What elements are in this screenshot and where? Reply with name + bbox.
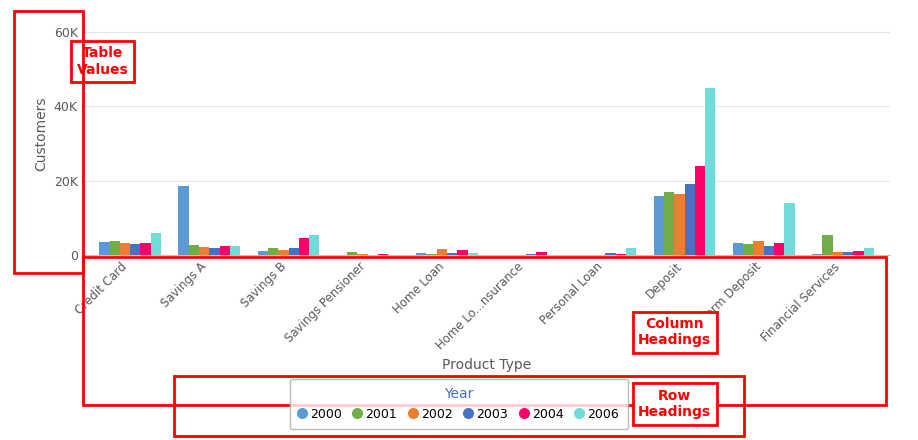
Bar	[626, 248, 636, 255]
Bar	[378, 254, 388, 255]
Bar	[130, 244, 140, 255]
Bar	[685, 184, 695, 255]
Bar	[754, 241, 764, 255]
Bar	[199, 247, 209, 255]
Bar	[812, 254, 823, 255]
Bar	[467, 253, 478, 255]
X-axis label: Product Type: Product Type	[442, 358, 532, 372]
Bar	[299, 238, 309, 255]
Bar	[733, 243, 744, 255]
Legend: 2000, 2001, 2002, 2003, 2004, 2006: 2000, 2001, 2002, 2003, 2004, 2006	[290, 378, 628, 429]
Bar	[616, 254, 626, 255]
Bar	[426, 254, 437, 255]
Bar	[526, 254, 536, 255]
Bar	[764, 246, 774, 255]
Bar	[437, 249, 447, 255]
Bar	[109, 241, 120, 255]
Y-axis label: Customers: Customers	[34, 97, 49, 172]
Bar	[843, 252, 853, 255]
Bar	[654, 196, 664, 255]
Bar	[536, 252, 547, 255]
Bar	[674, 194, 685, 255]
Text: Row
Headings: Row Headings	[638, 389, 711, 419]
Bar	[288, 249, 299, 255]
Bar	[784, 203, 795, 255]
Bar	[416, 253, 426, 255]
Bar	[705, 88, 715, 255]
Bar	[151, 233, 161, 255]
Bar	[278, 249, 288, 255]
Bar	[120, 243, 130, 255]
Bar	[140, 243, 151, 255]
Bar	[268, 249, 278, 255]
Bar	[457, 249, 467, 255]
Bar	[99, 242, 109, 255]
Bar	[664, 192, 674, 255]
Bar	[823, 235, 833, 255]
Bar	[347, 252, 357, 255]
Bar	[605, 253, 616, 255]
Text: Column
Headings: Column Headings	[638, 317, 711, 347]
Bar	[219, 246, 230, 255]
Bar	[774, 243, 784, 255]
Bar	[209, 248, 219, 255]
Bar	[309, 235, 319, 255]
Bar	[833, 252, 843, 255]
Bar	[258, 251, 268, 255]
Text: Table
Values: Table Values	[77, 47, 129, 77]
Bar	[447, 253, 457, 255]
Bar	[744, 244, 754, 255]
Bar	[230, 246, 241, 255]
Bar	[864, 248, 874, 255]
Bar	[189, 245, 199, 255]
Bar	[357, 254, 368, 255]
Bar	[178, 186, 189, 255]
Bar	[853, 251, 864, 255]
Bar	[695, 166, 705, 255]
